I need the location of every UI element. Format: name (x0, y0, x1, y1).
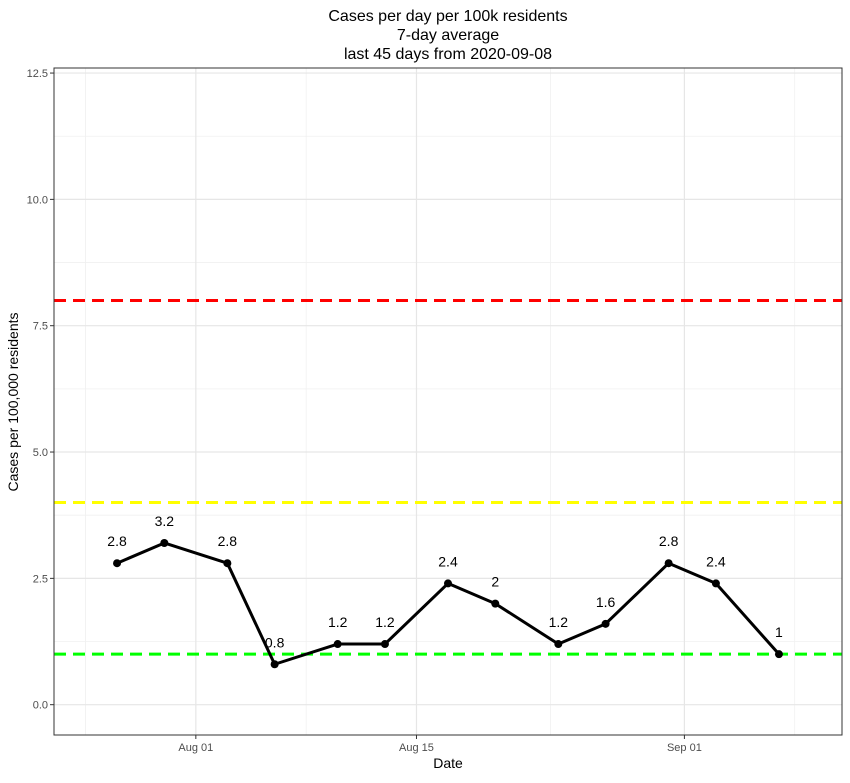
data-label: 2.8 (218, 533, 238, 549)
y-tick-label: 12.5 (27, 68, 48, 80)
data-label: 1.6 (596, 594, 616, 610)
data-point (113, 559, 122, 568)
data-label: 2.4 (438, 553, 458, 569)
data-point (333, 640, 342, 649)
y-tick-label: 0.0 (33, 700, 48, 712)
chart-title-line-1: Cases per day per 100k residents (328, 8, 567, 25)
data-point (774, 650, 783, 659)
data-point (554, 640, 563, 649)
chart-title-line-2: 7-day average (397, 27, 499, 44)
chart-title-line-3: last 45 days from 2020-09-08 (344, 46, 552, 63)
data-point (380, 640, 389, 649)
panel-border (53, 67, 843, 736)
data-point (270, 660, 279, 669)
data-point (601, 619, 610, 628)
data-point (444, 579, 452, 588)
y-tick-label: 5.0 (33, 447, 48, 459)
data-point (223, 559, 232, 568)
data-label: 1.2 (549, 614, 569, 630)
data-label: 2.4 (706, 553, 726, 569)
x-tick-label: Sep 01 (667, 742, 702, 754)
data-point (491, 599, 500, 608)
y-tick-label: 7.5 (33, 321, 48, 333)
x-tick-label: Aug 01 (178, 742, 213, 754)
data-label: 2.8 (107, 533, 127, 549)
y-tick-label: 2.5 (33, 573, 48, 585)
data-point (160, 538, 169, 547)
data-label: 0.8 (265, 634, 285, 650)
data-point (711, 579, 720, 588)
x-axis-title: Date (433, 755, 463, 771)
data-point (664, 559, 673, 568)
data-label: 2.8 (659, 533, 679, 549)
y-axis-title: Cases per 100,000 residents (5, 313, 21, 492)
data-label: 2 (491, 574, 499, 590)
data-label: 1.2 (375, 614, 395, 630)
plot-area: 0.0 2.5 5.0 7.5 10.0 12.5 Aug 01 Aug 15 Sep 01 2.… (27, 67, 843, 754)
data-label: 3.2 (155, 513, 175, 529)
data-label: 1.2 (328, 614, 348, 630)
x-tick-label: Aug 15 (399, 742, 434, 754)
data-label: 1 (775, 624, 783, 640)
y-tick-label: 10.0 (27, 194, 48, 206)
